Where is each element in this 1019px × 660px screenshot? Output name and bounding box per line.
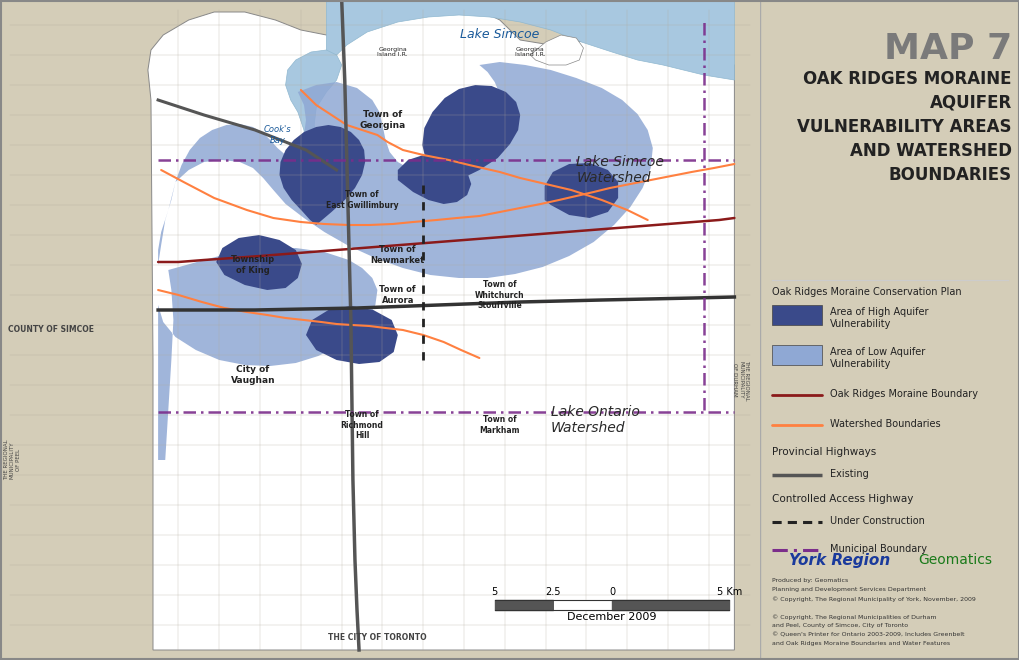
Text: 0: 0 bbox=[608, 587, 614, 597]
Text: Lake Ontario
Watershed: Lake Ontario Watershed bbox=[550, 405, 639, 435]
Text: Town of
Richmond
Hill: Town of Richmond Hill bbox=[340, 410, 383, 440]
Polygon shape bbox=[158, 248, 377, 460]
Text: AQUIFER: AQUIFER bbox=[929, 94, 1011, 112]
Text: Controlled Access Highway: Controlled Access Highway bbox=[771, 494, 912, 504]
Polygon shape bbox=[285, 50, 341, 188]
Text: Cook's
Bay: Cook's Bay bbox=[263, 125, 291, 145]
Text: Oak Ridges Moraine Conservation Plan: Oak Ridges Moraine Conservation Plan bbox=[771, 287, 961, 297]
Text: VULNERABILITY AREAS: VULNERABILITY AREAS bbox=[797, 118, 1011, 136]
Text: Georgina
Island I.R.: Georgina Island I.R. bbox=[515, 47, 545, 57]
Text: Produced by: Geomatics: Produced by: Geomatics bbox=[771, 578, 848, 583]
Text: Planning and Development Services Department: Planning and Development Services Depart… bbox=[771, 587, 925, 592]
Text: Area of High Aquifer
Vulnerability: Area of High Aquifer Vulnerability bbox=[829, 307, 927, 329]
Text: Existing: Existing bbox=[829, 469, 868, 479]
Text: Town of
East Gwillimbury: Town of East Gwillimbury bbox=[325, 190, 398, 210]
Text: Town of
Newmarket: Town of Newmarket bbox=[370, 246, 425, 265]
Text: Area of Low Aquifer
Vulnerability: Area of Low Aquifer Vulnerability bbox=[829, 347, 924, 370]
Text: THE REGIONAL
MUNICIPALITY
OF PEEL: THE REGIONAL MUNICIPALITY OF PEEL bbox=[4, 440, 20, 480]
Text: Town of
Aurora: Town of Aurora bbox=[379, 285, 416, 305]
Polygon shape bbox=[771, 345, 821, 365]
Text: THE CITY OF TORONTO: THE CITY OF TORONTO bbox=[328, 633, 426, 642]
Text: York Region: York Region bbox=[789, 552, 890, 568]
Text: Under Construction: Under Construction bbox=[829, 516, 924, 526]
Text: © Queen's Printer for Ontario 2003-2009, Includes Greenbelt: © Queen's Printer for Ontario 2003-2009,… bbox=[771, 632, 963, 637]
Polygon shape bbox=[397, 155, 471, 204]
Polygon shape bbox=[306, 306, 397, 364]
Text: 5 Km: 5 Km bbox=[716, 587, 741, 597]
Text: COUNTY OF SIMCOE: COUNTY OF SIMCOE bbox=[8, 325, 94, 335]
Polygon shape bbox=[544, 163, 618, 218]
Text: Town of
Whitchurch
Stouffville: Town of Whitchurch Stouffville bbox=[475, 280, 524, 310]
Text: and Oak Ridges Moraine Boundaries and Water Features: and Oak Ridges Moraine Boundaries and Wa… bbox=[771, 641, 949, 646]
Text: December 2009: December 2009 bbox=[567, 612, 656, 622]
Text: Geomatics: Geomatics bbox=[917, 553, 991, 567]
Text: BOUNDARIES: BOUNDARIES bbox=[888, 166, 1011, 184]
Text: Township
of King: Township of King bbox=[230, 255, 275, 275]
Text: Oak Ridges Moraine Boundary: Oak Ridges Moraine Boundary bbox=[829, 389, 977, 399]
Text: Watershed Boundaries: Watershed Boundaries bbox=[829, 419, 940, 429]
Text: Town of
Markham: Town of Markham bbox=[479, 415, 520, 435]
Text: © Copyright, The Regional Municipalities of Durham: © Copyright, The Regional Municipalities… bbox=[771, 614, 935, 620]
Text: Lake Simcoe
Watershed: Lake Simcoe Watershed bbox=[576, 155, 663, 185]
Polygon shape bbox=[422, 85, 520, 186]
Polygon shape bbox=[148, 5, 734, 650]
Text: Lake Simcoe: Lake Simcoe bbox=[460, 28, 539, 42]
Polygon shape bbox=[279, 125, 365, 225]
Text: OAK RIDGES MORAINE: OAK RIDGES MORAINE bbox=[803, 70, 1011, 88]
Polygon shape bbox=[216, 235, 302, 290]
Text: Town of
Georgina: Town of Georgina bbox=[359, 110, 406, 130]
Text: 5: 5 bbox=[491, 587, 497, 597]
Text: Municipal Boundary: Municipal Boundary bbox=[829, 544, 926, 554]
Text: Provincial Highways: Provincial Highways bbox=[771, 447, 875, 457]
Text: and Peel, County of Simcoe, City of Toronto: and Peel, County of Simcoe, City of Toro… bbox=[771, 623, 907, 628]
Text: Georgina
Island I.R.: Georgina Island I.R. bbox=[377, 47, 408, 57]
Polygon shape bbox=[530, 35, 583, 65]
Text: MAP 7: MAP 7 bbox=[882, 32, 1011, 66]
Polygon shape bbox=[158, 62, 652, 278]
Polygon shape bbox=[771, 305, 821, 325]
Text: AND WATERSHED: AND WATERSHED bbox=[849, 142, 1011, 160]
Text: 2.5: 2.5 bbox=[545, 587, 560, 597]
Text: © Copyright, The Regional Municipality of York, November, 2009: © Copyright, The Regional Municipality o… bbox=[771, 596, 975, 602]
Text: City of
Vaughan: City of Vaughan bbox=[230, 365, 275, 385]
Polygon shape bbox=[326, 0, 734, 80]
Text: THE REGIONAL
MUNICIPALITY
OF DURHAM: THE REGIONAL MUNICIPALITY OF DURHAM bbox=[732, 360, 748, 401]
